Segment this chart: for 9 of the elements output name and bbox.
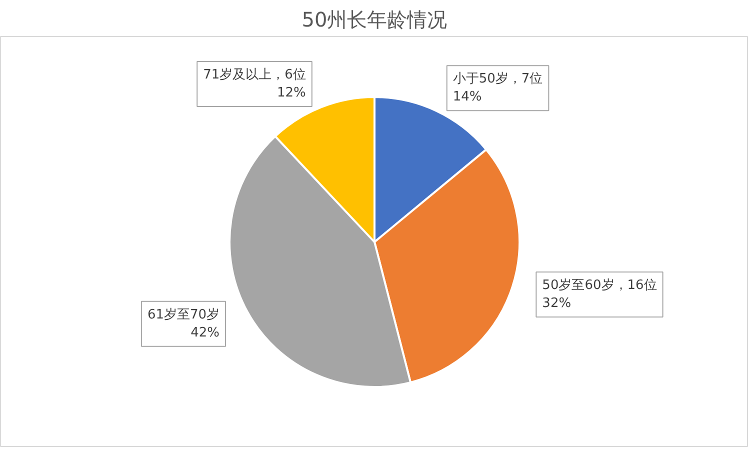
data-label: 32% [542,296,572,312]
slice-label: 71岁及以上，6位 [203,67,306,82]
slice-label: 小于50岁，7位 [452,72,543,87]
data-label: 12% [277,85,306,100]
chart-title: 50州长年龄情况 [302,8,448,32]
data-label: 14% [452,90,482,105]
slice-label: 50岁至60岁，16位 [542,278,657,294]
slice-label: 61岁至70岁 [147,307,220,322]
data-label: 42% [190,325,220,340]
